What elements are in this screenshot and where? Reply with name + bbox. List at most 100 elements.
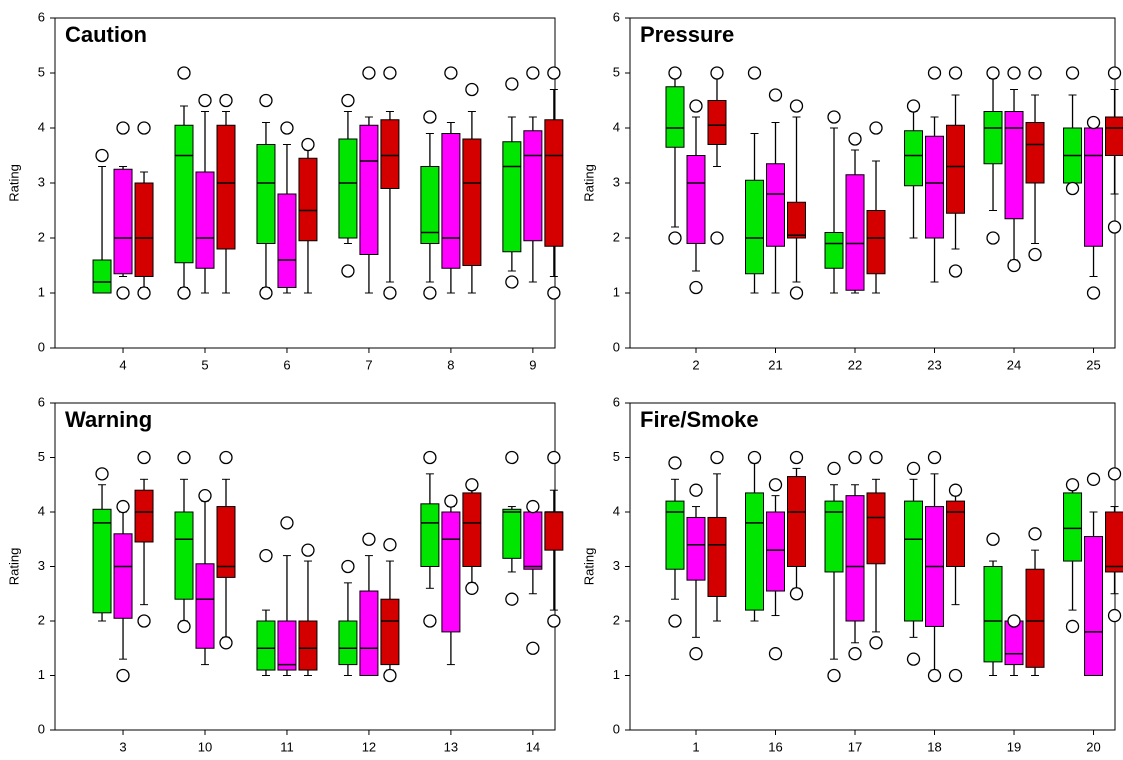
box [544, 119, 564, 247]
outlier [423, 450, 437, 465]
outlier [1007, 66, 1021, 80]
y-tick-label: 5 [38, 64, 45, 79]
box [1004, 111, 1024, 220]
outlier [948, 66, 963, 80]
outlier [1086, 115, 1101, 130]
outlier [927, 668, 942, 683]
box [420, 166, 440, 244]
box [277, 620, 297, 671]
y-axis-label: Rating [6, 164, 21, 202]
chart-title: Fire/Smoke [640, 407, 759, 432]
y-tick-label: 2 [613, 612, 620, 627]
outlier [1028, 247, 1042, 262]
x-tick-label: 13 [444, 739, 458, 754]
outlier [465, 581, 479, 595]
outlier [301, 137, 315, 152]
outlier [789, 450, 804, 465]
outlier [1107, 66, 1122, 80]
outlier [219, 450, 233, 465]
chart-title: Pressure [640, 22, 734, 47]
chart-title: Caution [65, 22, 147, 47]
outlier [927, 66, 942, 80]
outlier [423, 614, 437, 628]
x-tick-label: 20 [1086, 739, 1100, 754]
box [983, 566, 1003, 663]
box [1063, 492, 1083, 562]
outlier [1086, 472, 1101, 486]
outlier [177, 286, 191, 300]
x-tick-label: 18 [927, 739, 941, 754]
outlier [198, 488, 212, 503]
y-tick-label: 6 [38, 9, 45, 24]
outlier [505, 275, 519, 289]
box [766, 511, 785, 592]
y-tick-label: 4 [38, 119, 45, 134]
outlier [198, 93, 212, 108]
y-tick-label: 1 [38, 284, 45, 299]
box [174, 124, 194, 264]
outlier [137, 286, 151, 300]
outlier [526, 641, 540, 655]
box [824, 500, 844, 573]
outlier [827, 110, 841, 124]
outlier [259, 548, 273, 563]
box [298, 620, 318, 671]
box [174, 511, 194, 600]
outlier [710, 231, 724, 245]
outlier [689, 99, 703, 113]
outlier [827, 668, 841, 683]
outlier [1007, 614, 1021, 628]
box [134, 182, 154, 277]
box [866, 210, 886, 275]
outlier [1007, 258, 1021, 273]
box [216, 124, 236, 250]
box [946, 500, 966, 568]
y-tick-label: 5 [38, 449, 45, 464]
box [1025, 568, 1045, 668]
outlier [383, 538, 397, 552]
outlier [219, 636, 233, 650]
box [298, 157, 318, 242]
x-tick-label: 17 [848, 739, 862, 754]
outlier [1065, 181, 1080, 196]
x-tick-label: 11 [280, 739, 294, 754]
y-tick-label: 1 [613, 667, 620, 682]
box [766, 163, 785, 247]
y-tick-label: 3 [38, 558, 45, 573]
outlier [948, 483, 963, 497]
x-tick-label: 4 [119, 357, 126, 372]
outlier [547, 66, 561, 80]
outlier [444, 494, 458, 508]
outlier [280, 121, 294, 135]
y-tick-label: 4 [613, 503, 620, 518]
y-tick-label: 6 [38, 394, 45, 409]
x-tick-label: 23 [927, 357, 941, 372]
outlier [177, 66, 191, 80]
x-tick-label: 10 [198, 739, 212, 754]
box [523, 130, 543, 242]
box [665, 86, 685, 148]
box [1084, 536, 1104, 677]
box [686, 516, 706, 581]
box [359, 590, 379, 677]
outlier [689, 647, 703, 661]
box [845, 495, 865, 622]
y-tick-label: 5 [613, 449, 620, 464]
y-axis-label: Rating [581, 164, 596, 202]
outlier [383, 286, 397, 300]
x-tick-label: 22 [848, 357, 862, 372]
y-tick-label: 2 [613, 229, 620, 244]
box [745, 492, 764, 611]
outlier [1028, 527, 1042, 541]
outlier [789, 587, 804, 601]
box [462, 138, 482, 266]
outlier [341, 559, 355, 574]
x-tick-label: 25 [1086, 357, 1100, 372]
x-tick-label: 1 [692, 739, 699, 754]
box [707, 100, 727, 145]
outlier [848, 647, 862, 661]
box [420, 503, 440, 568]
box [544, 511, 564, 551]
outlier [1086, 286, 1101, 300]
outlier [668, 66, 682, 80]
